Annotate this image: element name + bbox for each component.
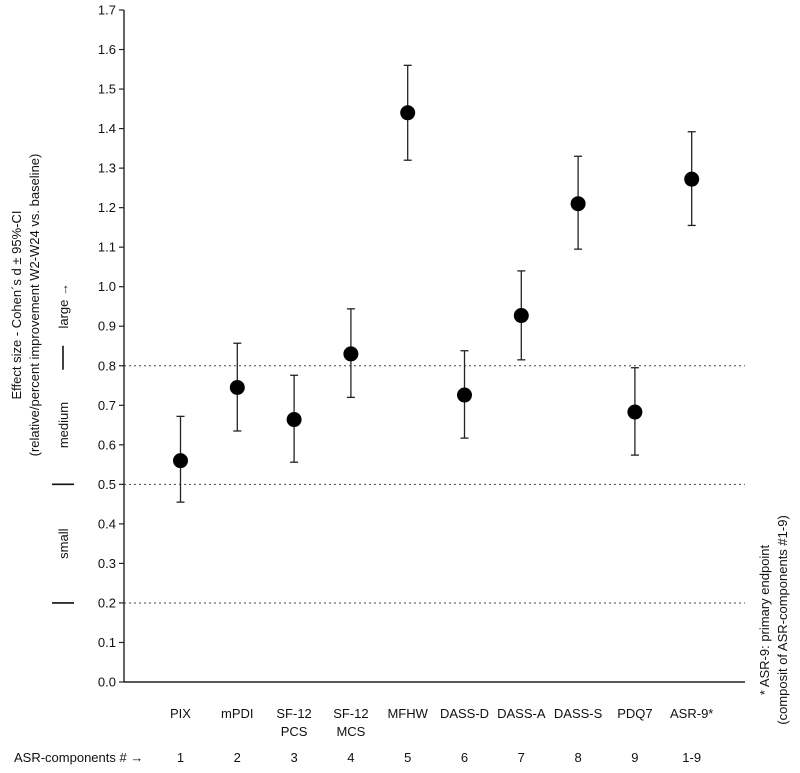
y-axis-title-line2: (relative/percent improvement W2-W24 vs.… (27, 154, 42, 457)
x-axis-labels: PIX mPDI SF-12 PCS SF-12 MCS MFHW DASS-D DASS-A D… (170, 706, 713, 739)
category-label: DASS-D (440, 706, 489, 721)
component-number: 1-9 (682, 750, 701, 765)
y-axis-ticks: 0.0 0.1 0.2 0.3 0.4 0.5 0.6 0.7 0.8 0.9 1.0 1.1 1.2 1… (98, 3, 124, 690)
category-label: mPDI (221, 706, 254, 721)
band-label-large: large → (56, 283, 71, 329)
y-tick-label: 1.3 (98, 161, 116, 176)
component-number: 8 (574, 750, 581, 765)
y-tick-label: 0.5 (98, 477, 116, 492)
data-point (513, 308, 529, 324)
footnote-line1: * ASR-9: primary endpoint (757, 544, 772, 695)
footnote-line2: (composit of ASR-components #1-9) (775, 515, 790, 725)
data-point (286, 412, 302, 428)
category-label: DASS-A (497, 706, 546, 721)
data-point (684, 171, 700, 187)
band-label-medium: medium (56, 402, 71, 448)
data-point (400, 105, 416, 121)
component-number: 2 (234, 750, 241, 765)
y-tick-label: 0.6 (98, 437, 116, 452)
y-tick-label: 1.7 (98, 3, 116, 18)
data-point (457, 387, 472, 403)
category-label: PIX (170, 706, 191, 721)
data-point (627, 404, 643, 420)
data-point (173, 453, 188, 469)
data-points (173, 64, 700, 503)
y-tick-label: 0.9 (98, 319, 116, 334)
data-point (343, 346, 359, 362)
y-tick-label: 0.0 (98, 675, 116, 690)
y-tick-label: 0.1 (98, 635, 116, 650)
y-tick-label: 1.2 (98, 200, 116, 215)
data-point (570, 196, 586, 212)
category-label: SF-12 (276, 706, 311, 721)
y-tick-label: 0.3 (98, 556, 116, 571)
category-label: ASR-9* (670, 706, 713, 721)
component-number: 4 (347, 750, 354, 765)
category-label: MFHW (387, 706, 428, 721)
component-number: 3 (290, 750, 297, 765)
y-tick-label: 1.6 (98, 42, 116, 57)
y-tick-label: 0.7 (98, 398, 116, 413)
effect-size-bands: small medium large → (52, 283, 74, 604)
y-tick-label: 1.0 (98, 279, 116, 294)
reference-lines (124, 365, 745, 604)
y-tick-label: 0.2 (98, 595, 116, 610)
component-number: 9 (631, 750, 638, 765)
data-point (229, 380, 245, 396)
y-axis-title-line1: Effect size - Cohen´s d ± 95%-CI (9, 211, 24, 400)
category-label: PCS (281, 724, 308, 739)
category-label: MCS (336, 724, 365, 739)
component-number: 6 (461, 750, 468, 765)
component-number: 5 (404, 750, 411, 765)
category-label: PDQ7 (617, 706, 652, 721)
component-number: 1 (177, 750, 184, 765)
y-tick-label: 0.8 (98, 358, 116, 373)
band-label-small: small (56, 528, 71, 558)
y-tick-label: 1.4 (98, 121, 116, 136)
component-number: 7 (518, 750, 525, 765)
category-label: SF-12 (333, 706, 368, 721)
y-tick-label: 1.1 (98, 240, 116, 255)
components-row-label: ASR-components # → (14, 750, 143, 765)
component-numbers: 1 2 3 4 5 6 7 8 9 1-9 (177, 750, 701, 765)
category-label: DASS-S (554, 706, 603, 721)
y-tick-label: 1.5 (98, 82, 116, 97)
y-tick-label: 0.4 (98, 516, 116, 531)
